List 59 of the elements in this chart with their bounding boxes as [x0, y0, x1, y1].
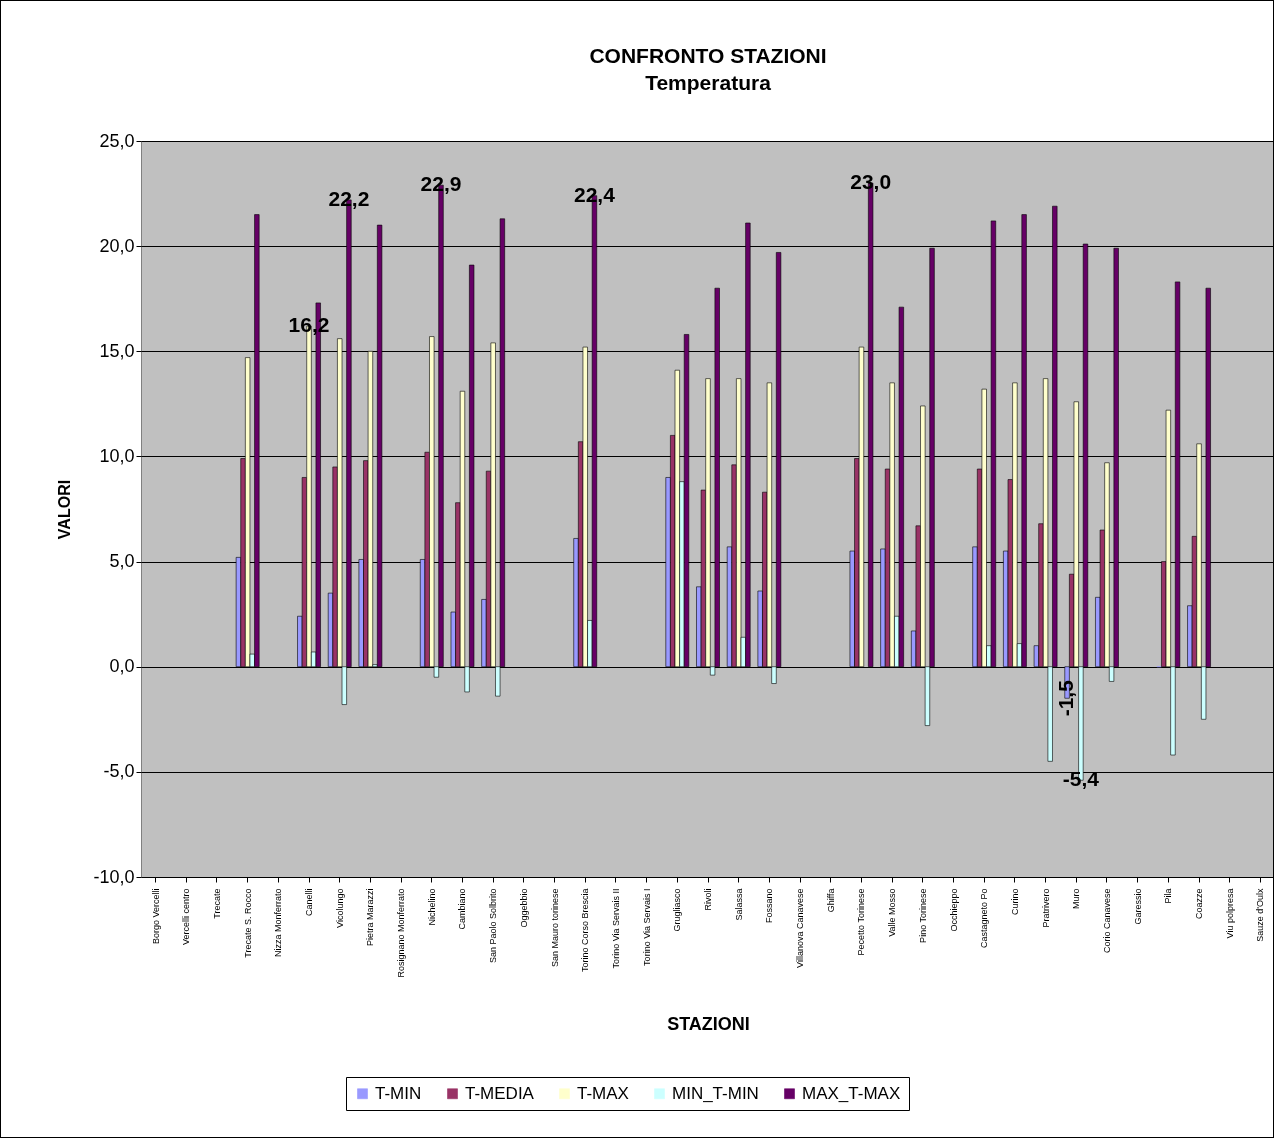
x-tick-label: Viu polpresa [1224, 888, 1235, 939]
x-tick-label: Vercelli centro [181, 888, 192, 946]
x-tick-label: Rivoli [703, 888, 713, 911]
x-tick-label: Trecate [211, 888, 222, 919]
x-tick-label: Fossano [764, 888, 775, 924]
chart-subtitle: Temperatura [645, 71, 772, 94]
data-label: 22,4 [574, 182, 616, 206]
x-tick-label: Ghiffa [825, 888, 836, 913]
x-tick-label: Muro [1071, 888, 1082, 910]
x-tick-label: Castagneto Po [979, 888, 990, 949]
x-tick-label: Corio Canavese [1101, 888, 1112, 954]
x-tick-label: Torino Via Servais II [610, 888, 621, 969]
y-tick-label: 10,0 [99, 445, 135, 466]
x-tick-label: Curino [1009, 888, 1020, 916]
x-tick-label: Rosignano Monferrato [396, 888, 407, 978]
x-tick-label: Borgo Vercelli [150, 888, 161, 945]
legend-label: T-MIN [375, 1083, 422, 1103]
x-tick-label: Torino Corso Brescia [580, 888, 591, 973]
legend-label: MAX_T-MAX [802, 1083, 901, 1103]
x-tick-label: Pino Torinese [917, 888, 928, 943]
x-tick-label: Pecetto Torinese [856, 888, 867, 956]
y-tick-label: 0,0 [109, 656, 135, 677]
chart-title: CONFRONTO STAZIONI [589, 44, 827, 67]
x-tick-label: Pratrivero [1040, 888, 1051, 928]
y-tick-label: -10,0 [93, 866, 135, 887]
legend-label: T-MEDIA [465, 1083, 535, 1103]
x-tick-label: Pila [1163, 888, 1174, 904]
legend-label: T-MAX [577, 1083, 629, 1103]
x-tick-label: Pietra Marazzi [365, 888, 376, 947]
data-label: 22,2 [328, 186, 370, 210]
x-tick-label: Salassa [733, 888, 744, 921]
x-tick-label: Vicolungo [334, 888, 345, 928]
x-tick-label: Nichelino [426, 888, 437, 926]
x-tick-label: San Paolo Solbrito [488, 888, 499, 964]
y-tick-label: 25,0 [99, 130, 135, 151]
data-label: 22,9 [420, 172, 462, 196]
x-tick-label: Trecate S. Rocco [242, 888, 253, 958]
x-tick-label: Villanova Canavese [795, 888, 806, 968]
x-tick-label: Valle Mosso [887, 888, 898, 937]
data-label: -1,5 [1054, 679, 1078, 717]
x-tick-label: San Mauro torinese [549, 888, 560, 968]
x-tick-label: Garessio [1132, 888, 1143, 925]
y-tick-label: -5,0 [103, 761, 135, 782]
y-tick-label: 20,0 [99, 235, 135, 256]
x-tick-label: Sauze d'Oulx [1255, 888, 1266, 942]
y-tick-label: 15,0 [99, 340, 135, 361]
x-tick-label: Oggebbio [518, 888, 529, 928]
x-tick-label: Torino Via Servais I [641, 888, 652, 966]
legend-label: MIN_T-MIN [672, 1083, 759, 1103]
x-tick-label: Cambiano [457, 888, 468, 930]
x-tick-label: Canelli [304, 888, 315, 917]
x-tick-label: Occhieppo [948, 888, 959, 932]
x-tick-label: Coazze [1194, 888, 1205, 920]
x-tick-label: Nizza Monferrato [273, 888, 284, 958]
x-tick-label: Grugliasco [672, 888, 683, 932]
y-tick-label: 5,0 [109, 551, 135, 572]
data-label: 23,0 [850, 170, 892, 194]
x-axis-title: STAZIONI [667, 1013, 750, 1034]
y-axis-title: VALORI [56, 479, 74, 540]
